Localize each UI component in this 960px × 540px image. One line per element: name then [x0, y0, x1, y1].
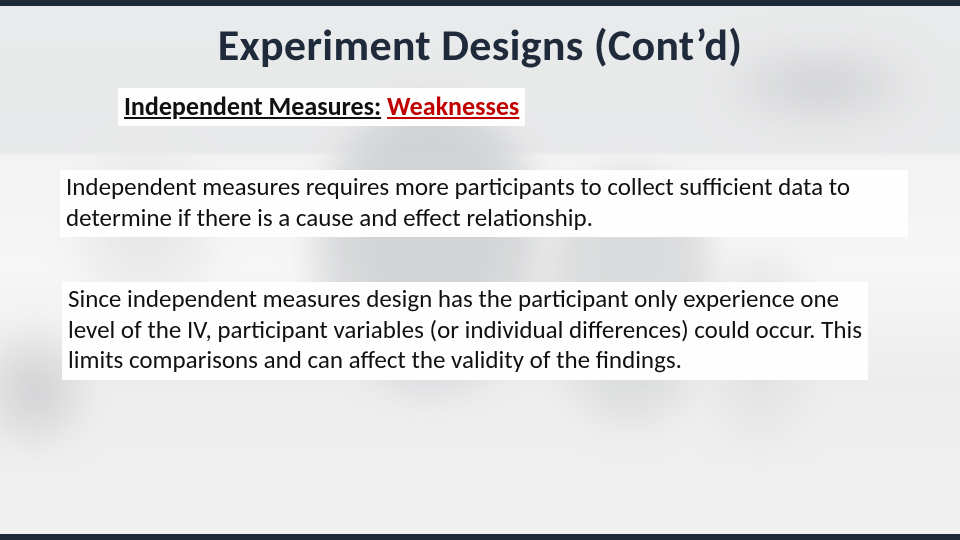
subheading-accent: Weaknesses — [387, 90, 519, 122]
paragraph-1: Independent measures requires more parti… — [60, 170, 908, 237]
subheading-prefix: Independent Measures: — [124, 90, 381, 122]
slide-content: Experiment Designs (Cont’d) Independent … — [0, 0, 960, 540]
paragraph-2: Since independent measures design has th… — [62, 282, 868, 380]
slide-title: Experiment Designs (Cont’d) — [0, 18, 960, 72]
subheading-box: Independent Measures: Weaknesses — [118, 88, 525, 126]
